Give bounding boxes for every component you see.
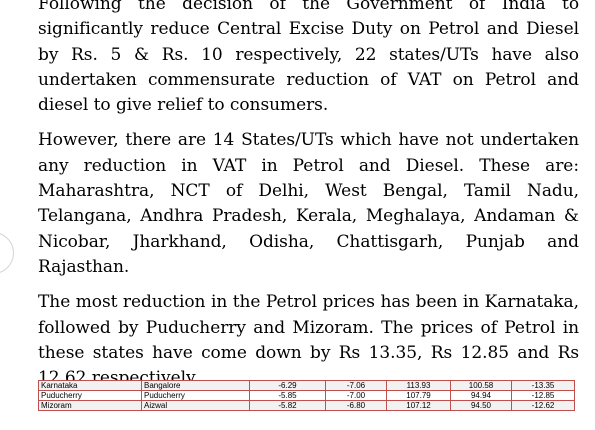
document-body: Following the decision of the Government… [38,0,579,391]
value-cell: 113.93 [386,380,451,391]
page-edge-circle [0,232,14,274]
value-cell: -5.82 [249,400,326,411]
petrol-price-table: Karnataka Bangalore -6.29 -7.06 113.93 1… [38,380,575,411]
city-cell: Bangalore [141,380,250,391]
city-cell: Aizwal [141,400,250,411]
value-cell: -12.62 [511,400,575,411]
value-cell: 94.94 [450,390,512,401]
city-cell: Puducherry [141,390,250,401]
value-cell: 107.12 [386,400,451,411]
value-cell: 107.79 [386,390,451,401]
value-cell: -12.85 [511,390,575,401]
paragraph-excise-duty: Following the decision of the Government… [38,0,579,116]
value-cell: -7.06 [325,380,387,391]
value-cell: -6.80 [325,400,387,411]
value-cell: 100.58 [450,380,512,391]
state-cell: Mizoram [38,400,142,411]
value-cell: -13.35 [511,380,575,391]
value-cell: -6.29 [249,380,326,391]
table-row: Mizoram Aizwal -5.82 -6.80 107.12 94.50 … [38,400,575,411]
value-cell: -5.85 [249,390,326,401]
state-cell: Karnataka [38,380,142,391]
table-row: Puducherry Puducherry -5.85 -7.00 107.79… [38,390,575,401]
state-cell: Puducherry [38,390,142,401]
value-cell: 94.50 [450,400,512,411]
table-row: Karnataka Bangalore -6.29 -7.06 113.93 1… [38,380,575,391]
paragraph-most-reduction: The most reduction in the Petrol prices … [38,292,579,389]
value-cell: -7.00 [325,390,387,401]
paragraph-no-reduction-states: However, there are 14 States/UTs which h… [38,130,579,277]
